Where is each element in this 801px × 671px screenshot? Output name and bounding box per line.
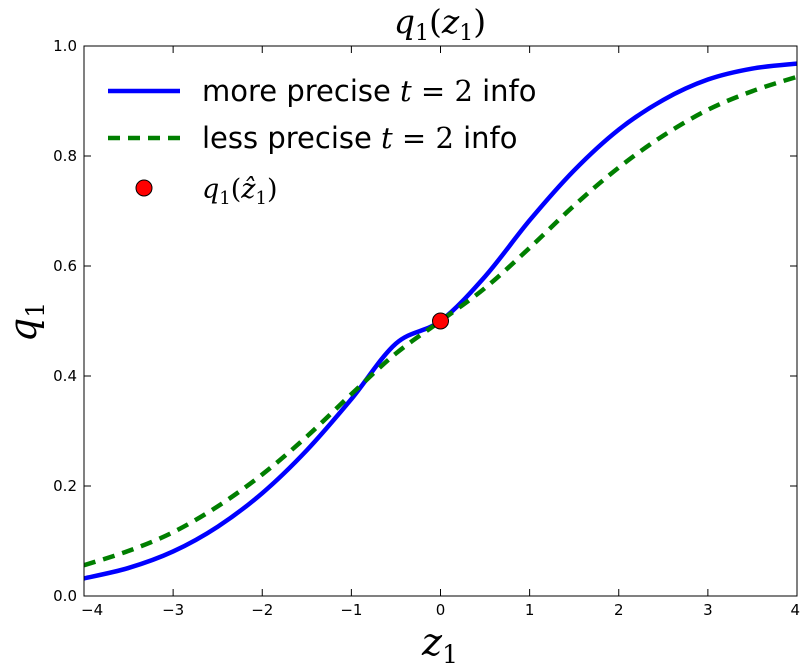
x-tick-label: 0 <box>436 601 446 619</box>
legend-label-less-precise: less precise t = 2 info <box>202 121 518 155</box>
legend-label-point: q1(ẑ1) <box>202 174 278 209</box>
x-axis-label: z1 <box>421 620 458 669</box>
y-tick-label: 0.0 <box>53 587 77 605</box>
x-tick-label: −2 <box>251 601 273 619</box>
x-tick-label: 2 <box>614 601 624 619</box>
y-tick-label: 0.8 <box>53 147 77 165</box>
marker-point <box>432 312 449 330</box>
legend: more precise t = 2 info less precise t =… <box>108 74 537 209</box>
axis-ticks: −4 −3 −2 −1 0 1 2 3 4 0.0 0.2 0.4 0.6 0.8 1.0 <box>53 37 800 619</box>
chart-title: q1(z1) <box>394 2 486 46</box>
legend-label-more-precise: more precise t = 2 info <box>202 74 537 108</box>
point-layer <box>432 312 449 330</box>
y-tick-label: 0.4 <box>53 367 77 385</box>
x-tick-label: −1 <box>340 601 362 619</box>
y-tick-label: 0.2 <box>53 477 77 495</box>
x-tick-label: 1 <box>525 601 535 619</box>
legend-marker-point <box>135 179 153 197</box>
x-tick-label: 3 <box>703 601 713 619</box>
y-axis-label: q1 <box>1 302 50 342</box>
y-tick-label: 1.0 <box>53 37 77 55</box>
x-tick-label: −4 <box>81 601 103 619</box>
plot-frame <box>83 45 798 597</box>
x-tick-label: −3 <box>162 601 184 619</box>
x-tick-label: 4 <box>790 601 800 619</box>
y-tick-label: 0.6 <box>53 257 77 275</box>
series-line-less-precise <box>84 74 797 568</box>
